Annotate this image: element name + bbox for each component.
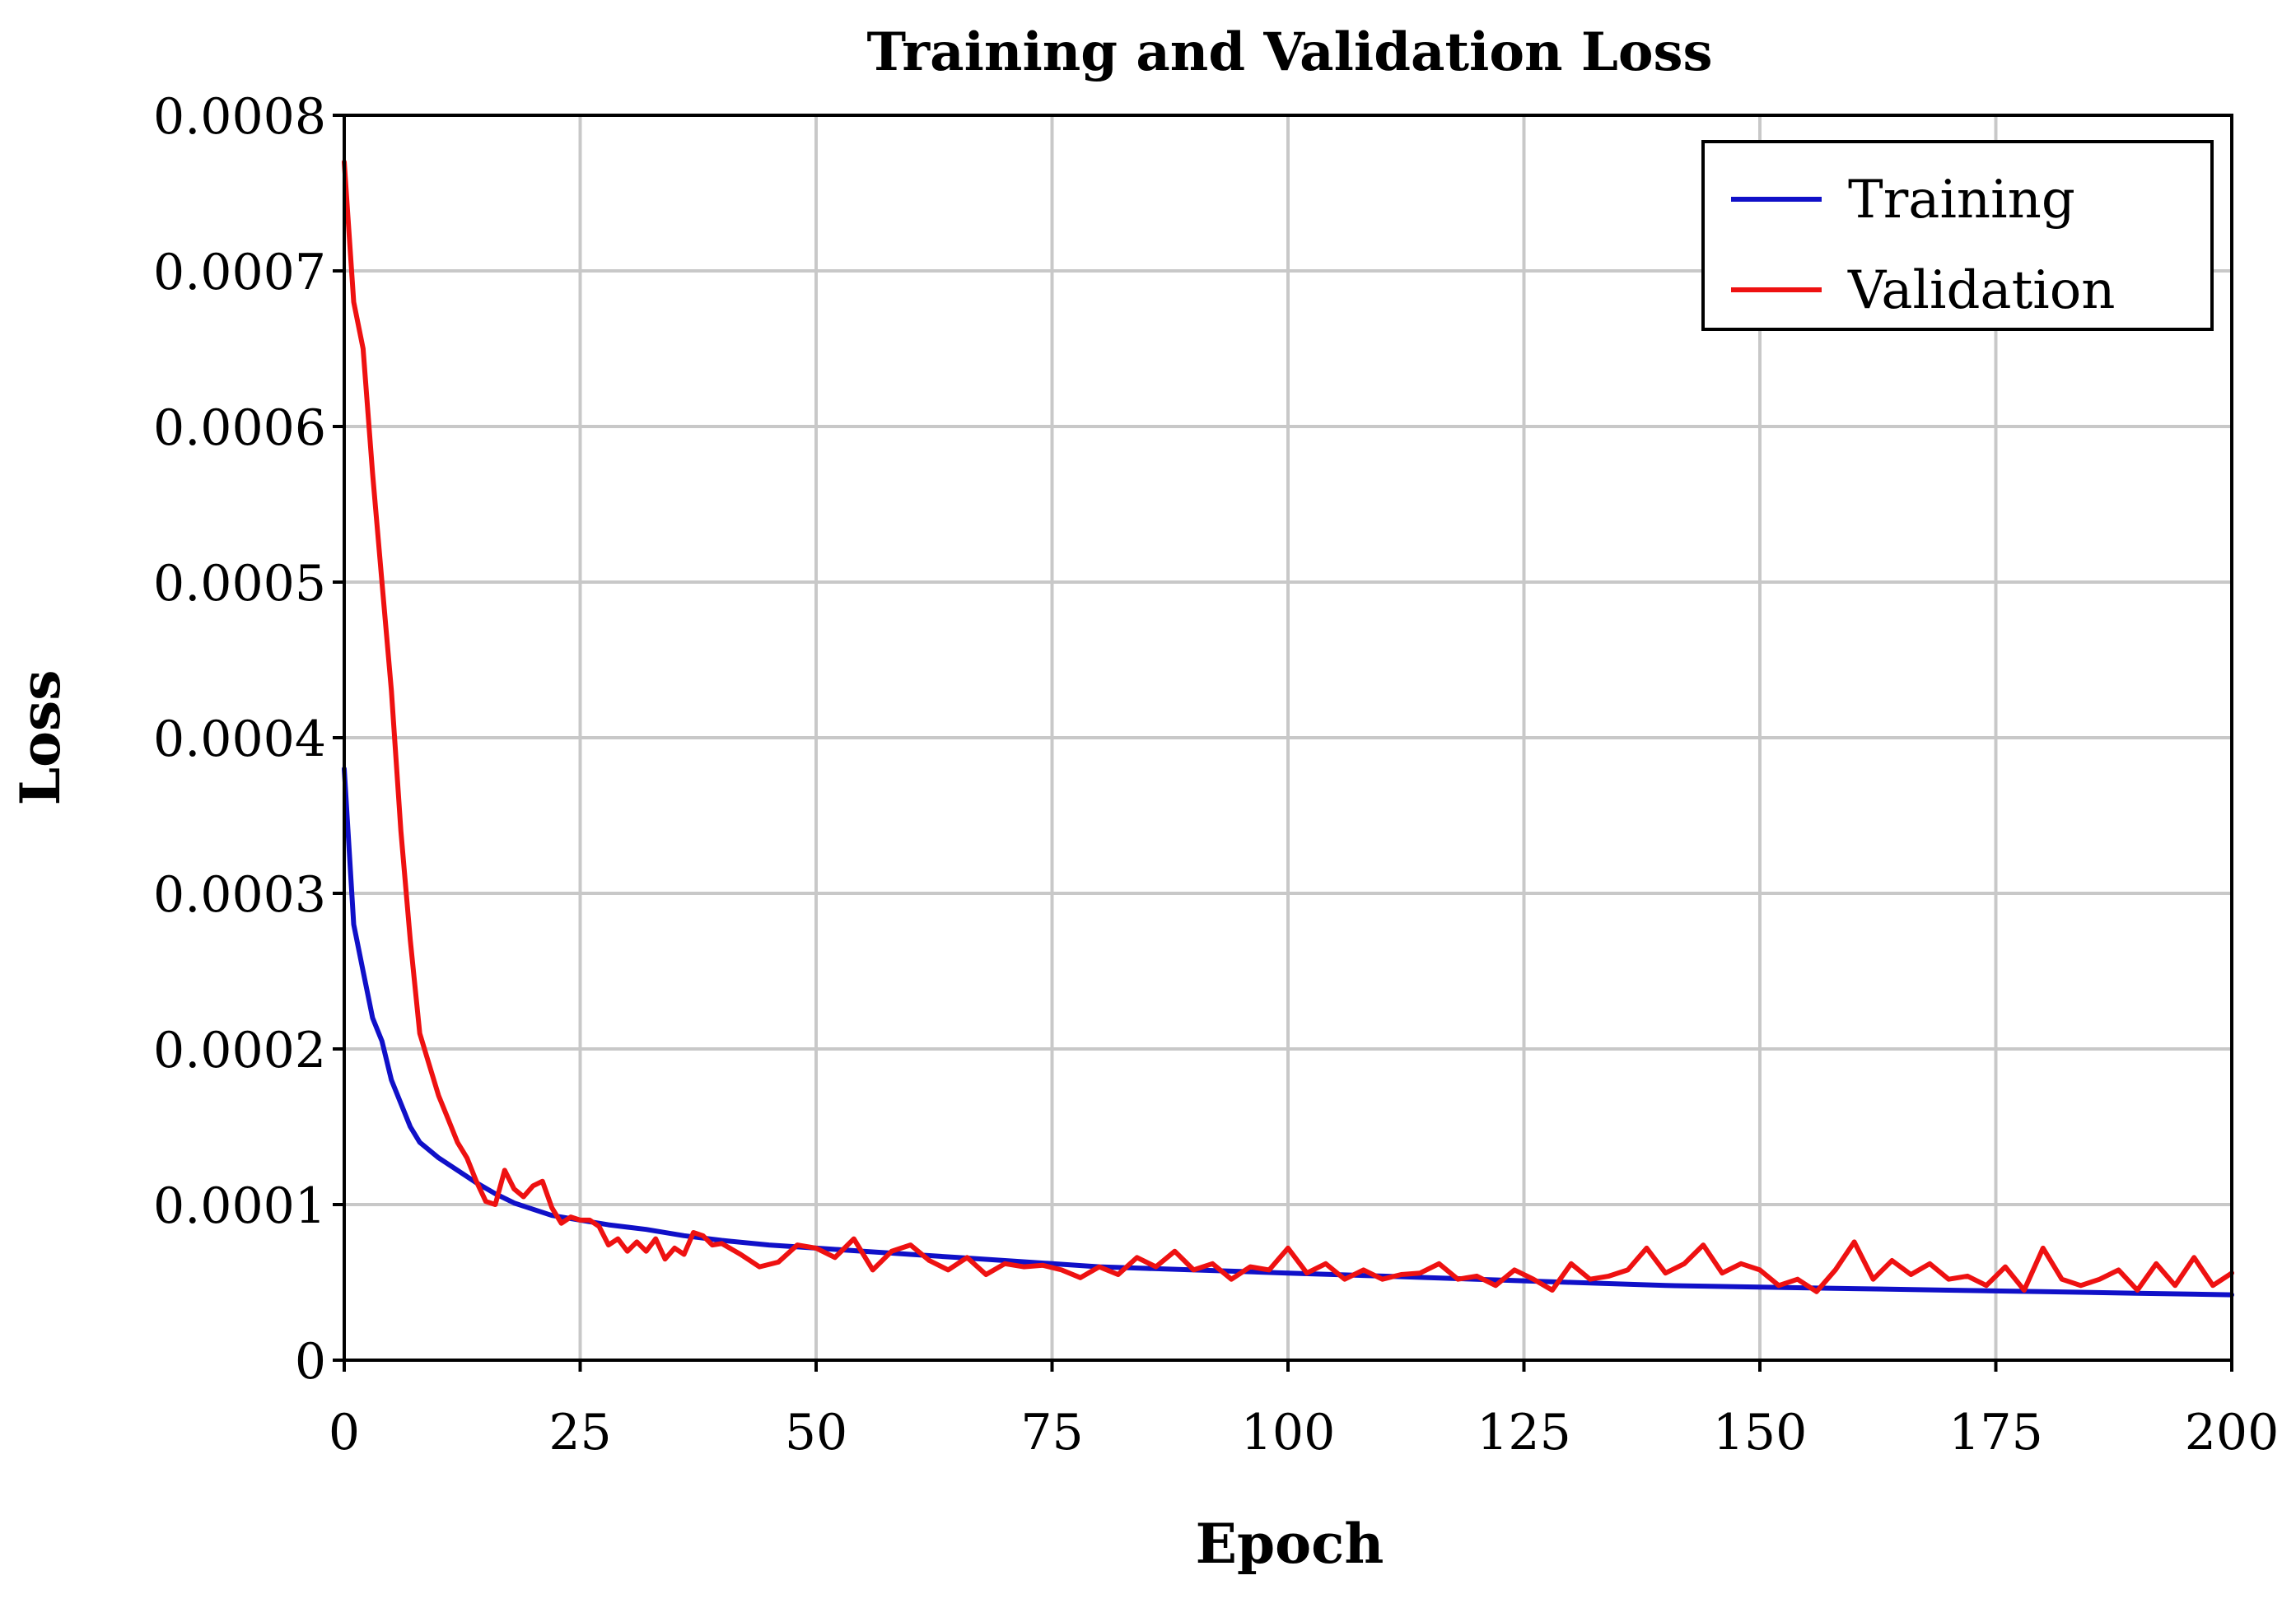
series-lines — [342, 159, 2234, 1298]
y-tick-label: 0.0001 — [153, 1177, 326, 1235]
y-tick-label: 0.0005 — [153, 555, 326, 613]
y-tick-label: 0 — [295, 1333, 326, 1391]
series-line-validation — [342, 159, 2234, 1294]
x-tick-label: 50 — [785, 1404, 847, 1461]
x-tick-label: 25 — [548, 1404, 611, 1461]
x-tick-label: 100 — [1241, 1404, 1336, 1461]
y-tick-label: 0.0004 — [153, 711, 326, 768]
x-tick-label: 75 — [1020, 1404, 1083, 1461]
y-tick-label: 0.0003 — [153, 866, 326, 924]
plot-frame — [343, 114, 2233, 1362]
legend-label-validation: Validation — [1847, 260, 2116, 321]
x-tick-labels: 0 25 50 75 100 125 150 175 200 — [329, 1404, 2279, 1461]
x-tick-label: 150 — [1713, 1404, 1808, 1461]
legend-label-training: Training — [1848, 170, 2075, 231]
y-tick-label: 0.0007 — [153, 244, 326, 301]
y-axis-label: Loss — [8, 670, 72, 806]
y-tick-label: 0.0006 — [153, 399, 326, 457]
x-tick-label: 175 — [1948, 1404, 2043, 1461]
y-tick-labels: 0 0.0001 0.0002 0.0003 0.0004 0.0005 0.0006 0.0… — [153, 88, 326, 1391]
x-tick-label: 200 — [2185, 1404, 2280, 1461]
x-axis-label: Epoch — [1196, 1512, 1384, 1576]
y-tick-label: 0.0008 — [153, 88, 326, 146]
x-tick-label: 125 — [1477, 1404, 1571, 1461]
y-tick-label: 0.0002 — [153, 1022, 326, 1079]
legend: Training Validation — [1701, 140, 2214, 331]
chart-title: Training and Validation Loss — [866, 21, 1712, 83]
x-tick-label: 0 — [329, 1404, 360, 1461]
legend-box — [1701, 140, 2214, 331]
